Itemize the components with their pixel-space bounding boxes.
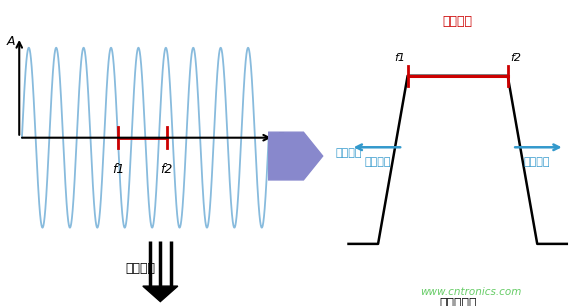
Text: 抑制频段: 抑制频段 bbox=[365, 157, 391, 167]
Text: www.cntronics.com: www.cntronics.com bbox=[420, 287, 521, 297]
Text: f1: f1 bbox=[113, 163, 125, 176]
Text: 工作频段: 工作频段 bbox=[442, 15, 473, 28]
Text: f2: f2 bbox=[510, 53, 521, 63]
Polygon shape bbox=[143, 286, 178, 302]
Text: 原始信号: 原始信号 bbox=[125, 262, 155, 275]
Text: 抑制频段: 抑制频段 bbox=[335, 148, 361, 158]
Text: A: A bbox=[7, 35, 15, 48]
Text: F: F bbox=[277, 131, 284, 144]
FancyArrow shape bbox=[268, 132, 323, 180]
Text: 滤波器响应: 滤波器响应 bbox=[439, 297, 476, 306]
Text: 抑制频段: 抑制频段 bbox=[524, 157, 550, 167]
Text: f1: f1 bbox=[394, 53, 405, 63]
Text: f2: f2 bbox=[160, 163, 173, 176]
